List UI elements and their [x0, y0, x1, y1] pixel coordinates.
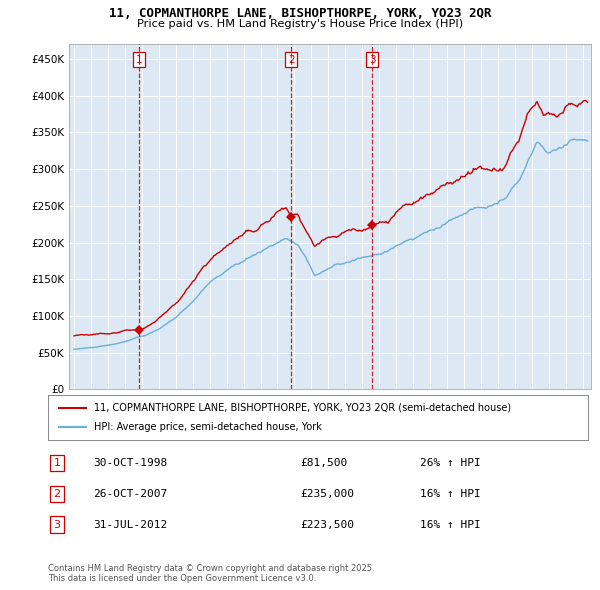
- Text: £223,500: £223,500: [300, 520, 354, 529]
- Text: 1: 1: [136, 55, 142, 65]
- Text: 11, COPMANTHORPE LANE, BISHOPTHORPE, YORK, YO23 2QR (semi-detached house): 11, COPMANTHORPE LANE, BISHOPTHORPE, YOR…: [94, 403, 511, 412]
- Text: 31-JUL-2012: 31-JUL-2012: [93, 520, 167, 529]
- Text: 3: 3: [369, 55, 376, 65]
- Text: £81,500: £81,500: [300, 458, 347, 468]
- Text: 3: 3: [53, 520, 61, 529]
- Text: 26-OCT-2007: 26-OCT-2007: [93, 489, 167, 499]
- Text: 2: 2: [53, 489, 61, 499]
- Text: 16% ↑ HPI: 16% ↑ HPI: [420, 520, 481, 529]
- Text: 30-OCT-1998: 30-OCT-1998: [93, 458, 167, 468]
- Text: 11, COPMANTHORPE LANE, BISHOPTHORPE, YORK, YO23 2QR: 11, COPMANTHORPE LANE, BISHOPTHORPE, YOR…: [109, 7, 491, 20]
- Text: 2: 2: [288, 55, 295, 65]
- Text: Contains HM Land Registry data © Crown copyright and database right 2025.
This d: Contains HM Land Registry data © Crown c…: [48, 563, 374, 583]
- Text: 26% ↑ HPI: 26% ↑ HPI: [420, 458, 481, 468]
- Text: 1: 1: [53, 458, 61, 468]
- Text: HPI: Average price, semi-detached house, York: HPI: Average price, semi-detached house,…: [94, 422, 322, 432]
- Text: £235,000: £235,000: [300, 489, 354, 499]
- Text: 16% ↑ HPI: 16% ↑ HPI: [420, 489, 481, 499]
- Text: Price paid vs. HM Land Registry's House Price Index (HPI): Price paid vs. HM Land Registry's House …: [137, 19, 463, 29]
